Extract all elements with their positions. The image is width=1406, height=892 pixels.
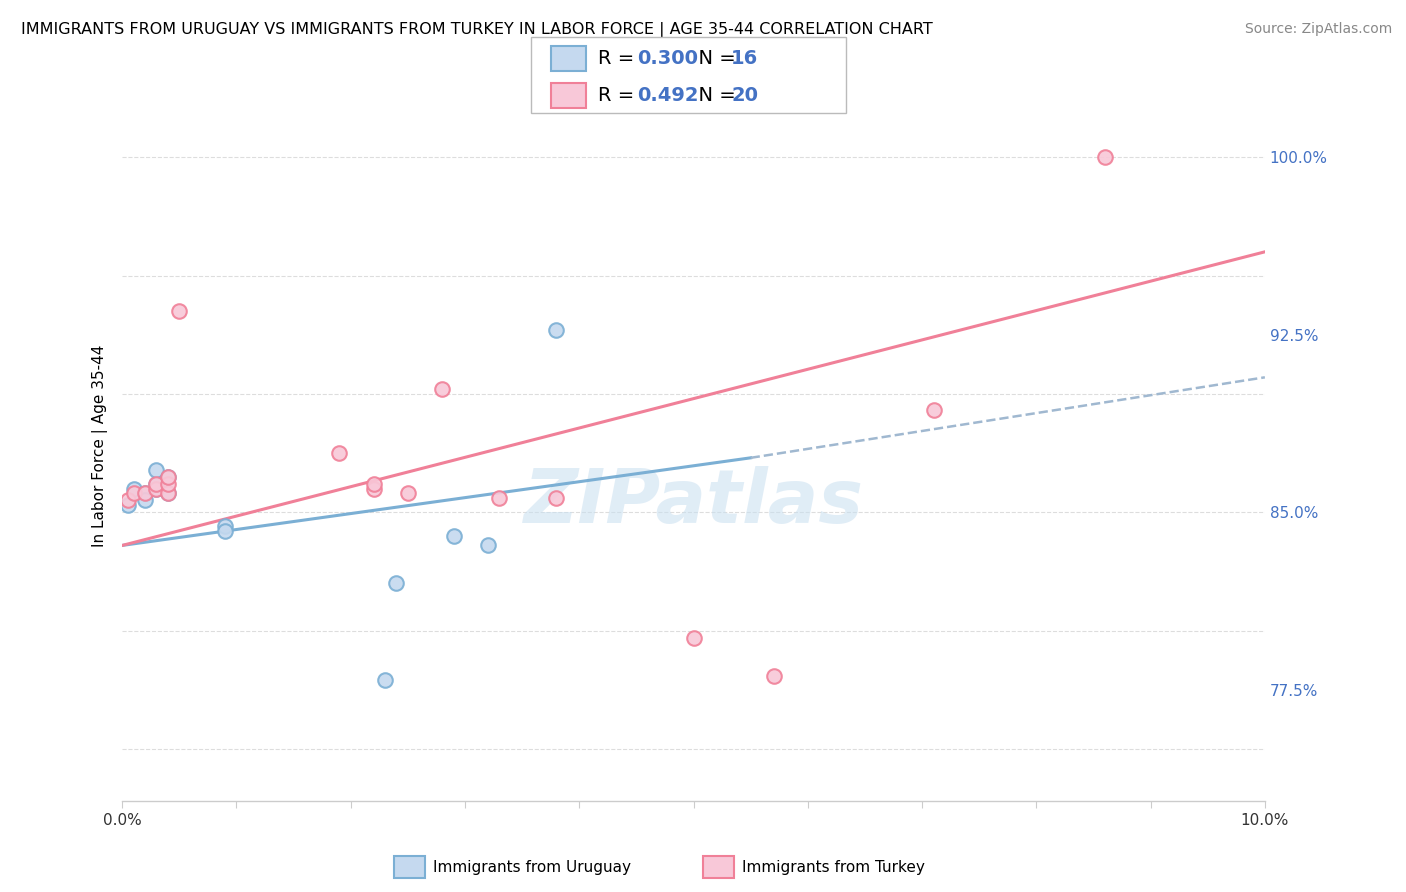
Point [134,486,156,500]
Point [363,482,385,496]
Text: Immigrants from Turkey: Immigrants from Turkey [742,860,925,874]
Point [145,482,167,496]
Point [134,486,156,500]
Point [122,486,145,500]
Text: R =: R = [598,49,640,69]
Point [156,469,179,483]
Point [156,469,179,483]
Point [122,482,145,496]
Point [477,538,499,552]
Point [396,486,419,500]
Point [145,476,167,491]
Text: R =: R = [598,86,640,105]
Point [1094,150,1116,164]
Text: N =: N = [686,86,742,105]
Point [134,493,156,508]
Text: 20: 20 [731,86,758,105]
Point [430,382,453,396]
Point [117,493,139,508]
Text: ZIPatlas: ZIPatlas [523,467,863,540]
Y-axis label: In Labor Force | Age 35-44: In Labor Force | Age 35-44 [93,345,108,547]
Point [214,519,236,533]
Point [682,631,704,645]
Point [385,576,408,591]
Point [546,323,568,337]
Point [922,403,945,417]
Point [443,529,465,543]
Point [546,491,568,505]
Text: N =: N = [686,49,742,69]
Text: Immigrants from Uruguay: Immigrants from Uruguay [433,860,631,874]
Point [117,498,139,512]
Point [762,668,785,682]
Text: 16: 16 [731,49,758,69]
Text: 0.300: 0.300 [637,49,697,69]
Text: Source: ZipAtlas.com: Source: ZipAtlas.com [1244,22,1392,37]
Point [328,446,350,460]
Point [145,463,167,477]
Text: IMMIGRANTS FROM URUGUAY VS IMMIGRANTS FROM TURKEY IN LABOR FORCE | AGE 35-44 COR: IMMIGRANTS FROM URUGUAY VS IMMIGRANTS FR… [21,22,932,38]
Point [214,524,236,539]
Point [374,673,396,688]
Point [488,491,510,505]
Point [156,486,179,500]
Text: 0.492: 0.492 [637,86,699,105]
Point [156,476,179,491]
Point [169,304,191,318]
Point [145,482,167,496]
Point [156,486,179,500]
Point [363,476,385,491]
Point [145,476,167,491]
